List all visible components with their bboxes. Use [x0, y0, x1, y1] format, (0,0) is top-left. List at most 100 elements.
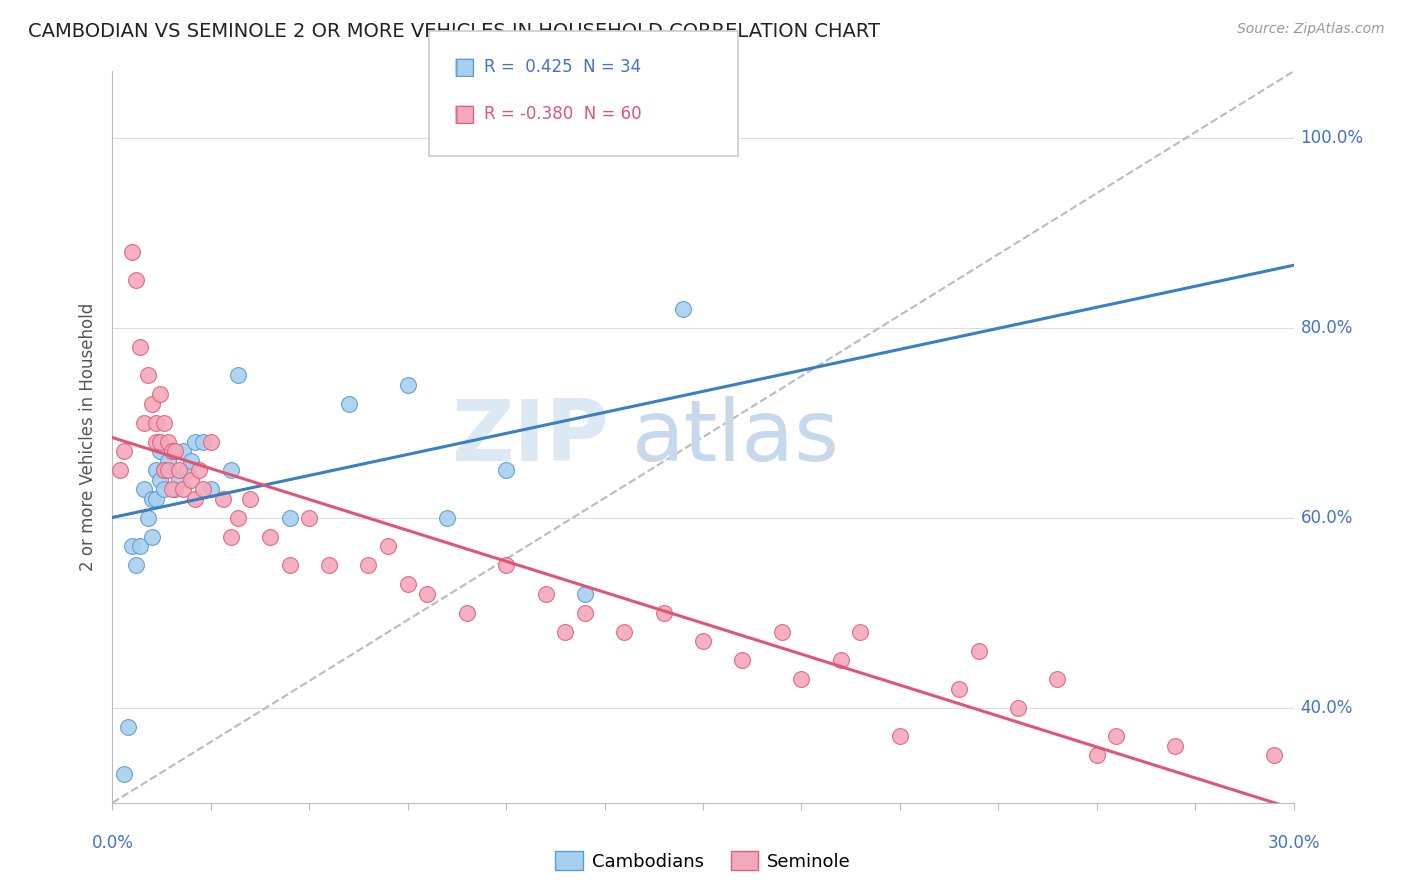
Point — [967, 644, 990, 658]
Point — [180, 454, 202, 468]
Point — [456, 606, 478, 620]
Point — [219, 463, 242, 477]
Point — [132, 483, 155, 497]
Point — [495, 463, 517, 477]
Point — [156, 434, 179, 449]
Point — [169, 463, 191, 477]
Point — [112, 444, 135, 458]
Point — [145, 491, 167, 506]
Text: R =  0.425  N = 34: R = 0.425 N = 34 — [484, 58, 641, 76]
Point — [125, 273, 148, 287]
Point — [889, 729, 911, 743]
Point — [278, 511, 301, 525]
Point — [534, 587, 557, 601]
Point — [830, 653, 852, 667]
Point — [200, 483, 222, 497]
Point — [121, 539, 143, 553]
Point — [169, 473, 191, 487]
Text: Source: ZipAtlas.com: Source: ZipAtlas.com — [1237, 22, 1385, 37]
Point — [298, 511, 321, 525]
Text: ■: ■ — [453, 103, 475, 126]
Point — [125, 558, 148, 573]
Point — [117, 720, 139, 734]
Point — [849, 624, 872, 639]
Point — [495, 558, 517, 573]
Point — [1007, 701, 1029, 715]
Point — [191, 434, 214, 449]
Point — [337, 397, 360, 411]
Point — [112, 767, 135, 781]
Text: R = -0.380  N = 60: R = -0.380 N = 60 — [484, 105, 641, 123]
Point — [141, 530, 163, 544]
Text: 30.0%: 30.0% — [1267, 834, 1320, 852]
Point — [239, 491, 262, 506]
Point — [145, 416, 167, 430]
Point — [574, 606, 596, 620]
Point — [259, 530, 281, 544]
Point — [1164, 739, 1187, 753]
Point — [188, 463, 211, 477]
Point — [1046, 673, 1069, 687]
Text: 60.0%: 60.0% — [1301, 508, 1353, 527]
Point — [1105, 729, 1128, 743]
Point — [692, 634, 714, 648]
Point — [121, 244, 143, 259]
Point — [172, 483, 194, 497]
Point — [278, 558, 301, 573]
Point — [156, 454, 179, 468]
Point — [160, 444, 183, 458]
Point — [396, 577, 419, 591]
Point — [731, 653, 754, 667]
Text: 0.0%: 0.0% — [91, 834, 134, 852]
Text: 40.0%: 40.0% — [1301, 698, 1353, 717]
Text: ■: ■ — [453, 55, 475, 78]
Text: □: □ — [454, 55, 477, 78]
Point — [152, 416, 174, 430]
Point — [132, 416, 155, 430]
Point — [1085, 748, 1108, 763]
Point — [200, 434, 222, 449]
Point — [165, 483, 187, 497]
Point — [228, 511, 250, 525]
Point — [141, 491, 163, 506]
Point — [145, 463, 167, 477]
Point — [141, 397, 163, 411]
Point — [149, 387, 172, 401]
Point — [574, 587, 596, 601]
Point — [165, 444, 187, 458]
Point — [136, 368, 159, 383]
Legend: Cambodians, Seminole: Cambodians, Seminole — [548, 844, 858, 878]
Point — [554, 624, 576, 639]
Text: 80.0%: 80.0% — [1301, 318, 1353, 337]
Point — [129, 539, 152, 553]
Point — [613, 624, 636, 639]
Point — [152, 463, 174, 477]
Point — [672, 301, 695, 316]
Text: 100.0%: 100.0% — [1301, 128, 1364, 147]
Text: □: □ — [454, 103, 477, 126]
Point — [156, 463, 179, 477]
Text: atlas: atlas — [633, 395, 841, 479]
Point — [152, 483, 174, 497]
Text: ZIP: ZIP — [451, 395, 609, 479]
Point — [770, 624, 793, 639]
Point — [191, 483, 214, 497]
Point — [211, 491, 233, 506]
Point — [948, 681, 970, 696]
Point — [416, 587, 439, 601]
Point — [149, 434, 172, 449]
Point — [1263, 748, 1285, 763]
Point — [790, 673, 813, 687]
Point — [149, 444, 172, 458]
Point — [160, 483, 183, 497]
Text: CAMBODIAN VS SEMINOLE 2 OR MORE VEHICLES IN HOUSEHOLD CORRELATION CHART: CAMBODIAN VS SEMINOLE 2 OR MORE VEHICLES… — [28, 22, 880, 41]
Y-axis label: 2 or more Vehicles in Household: 2 or more Vehicles in Household — [79, 303, 97, 571]
Point — [357, 558, 380, 573]
Point — [136, 511, 159, 525]
Point — [396, 377, 419, 392]
Point — [145, 434, 167, 449]
Point — [172, 444, 194, 458]
Point — [129, 340, 152, 354]
Point — [184, 491, 207, 506]
Point — [436, 511, 458, 525]
